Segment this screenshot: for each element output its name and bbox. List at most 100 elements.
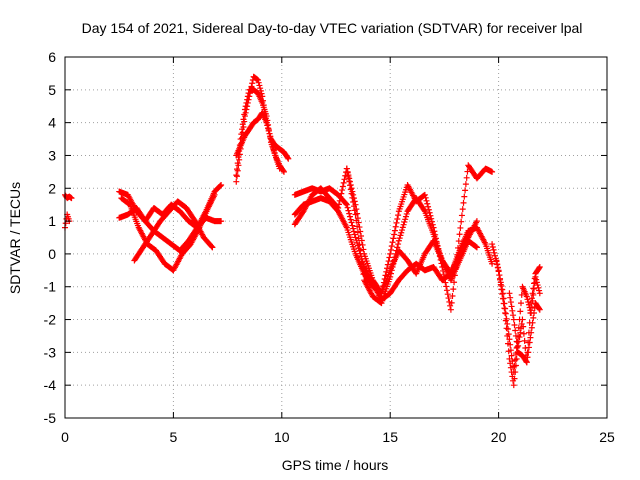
plus-marker bbox=[530, 285, 537, 292]
plus-marker bbox=[441, 275, 448, 282]
plus-marker bbox=[512, 357, 519, 364]
plus-marker bbox=[391, 254, 398, 261]
plus-marker bbox=[394, 216, 401, 223]
y-tick-label: -1 bbox=[44, 279, 57, 295]
plus-marker bbox=[350, 191, 357, 198]
plus-marker bbox=[270, 144, 277, 151]
plus-marker bbox=[270, 146, 277, 153]
plus-marker bbox=[425, 203, 432, 210]
plus-marker bbox=[393, 247, 400, 254]
plus-marker bbox=[451, 279, 458, 286]
plus-marker bbox=[536, 265, 543, 272]
plus-marker bbox=[503, 315, 510, 322]
y-tick-label: 3 bbox=[48, 147, 56, 163]
plus-marker bbox=[527, 309, 534, 316]
plus-marker bbox=[435, 246, 442, 253]
y-tick-labels: -5 -4 -3 -2 -1 0 1 2 3 4 5 6 bbox=[44, 49, 57, 426]
plus-marker bbox=[514, 343, 521, 350]
plus-marker bbox=[444, 291, 451, 298]
plus-marker bbox=[346, 175, 353, 182]
plus-marker bbox=[218, 181, 225, 188]
plus-marker bbox=[218, 218, 225, 225]
plus-marker bbox=[528, 324, 535, 331]
plus-marker bbox=[209, 244, 216, 251]
plus-marker bbox=[450, 286, 457, 293]
plus-marker bbox=[340, 179, 347, 186]
plus-marker bbox=[521, 337, 528, 344]
plus-marker bbox=[280, 167, 287, 174]
plus-marker bbox=[525, 344, 532, 351]
plus-marker bbox=[456, 231, 463, 238]
x-tick-labels: 0 5 10 15 20 25 bbox=[61, 429, 615, 445]
plus-marker bbox=[458, 218, 465, 225]
plus-marker bbox=[387, 250, 394, 257]
plus-marker bbox=[525, 339, 532, 346]
plus-marker bbox=[520, 323, 527, 330]
y-tick-label: 6 bbox=[48, 49, 56, 65]
plus-marker bbox=[445, 295, 452, 302]
plus-marker bbox=[347, 181, 354, 188]
plus-marker bbox=[391, 257, 398, 264]
plus-marker bbox=[335, 204, 342, 211]
plus-marker bbox=[451, 272, 458, 279]
plus-marker bbox=[403, 210, 410, 217]
plus-marker bbox=[387, 247, 394, 254]
plus-marker bbox=[352, 201, 359, 208]
plus-marker bbox=[513, 338, 520, 345]
plus-marker bbox=[344, 168, 351, 175]
plus-marker bbox=[499, 286, 506, 293]
plus-marker bbox=[428, 218, 435, 225]
plus-marker bbox=[385, 258, 392, 265]
plot-frame bbox=[64, 56, 608, 419]
plus-marker bbox=[497, 275, 504, 282]
plus-marker bbox=[276, 165, 283, 172]
plus-marker bbox=[348, 185, 355, 192]
plus-marker bbox=[343, 165, 350, 172]
plus-marker bbox=[387, 273, 394, 280]
plus-marker bbox=[239, 121, 246, 128]
plus-marker bbox=[494, 264, 501, 271]
plus-marker bbox=[509, 307, 516, 314]
plus-marker bbox=[396, 235, 403, 242]
plus-marker bbox=[533, 279, 540, 286]
plus-marker bbox=[346, 213, 353, 220]
plus-marker bbox=[525, 329, 532, 336]
plus-marker bbox=[382, 272, 389, 279]
plus-marker bbox=[345, 207, 352, 214]
plus-marker bbox=[394, 244, 401, 251]
plus-marker bbox=[263, 119, 270, 126]
plus-marker bbox=[426, 209, 433, 216]
plus-marker bbox=[504, 320, 511, 327]
plus-marker bbox=[266, 130, 273, 137]
x-tick-label: 0 bbox=[61, 429, 69, 445]
series-6 bbox=[131, 198, 216, 264]
y-tick-label: 5 bbox=[48, 82, 56, 98]
plus-marker bbox=[233, 166, 240, 173]
plus-marker bbox=[528, 303, 535, 310]
plus-marker bbox=[511, 363, 518, 370]
plus-marker bbox=[386, 254, 393, 261]
plus-marker bbox=[512, 327, 519, 334]
plus-marker bbox=[339, 183, 346, 190]
plus-marker bbox=[536, 305, 543, 312]
plus-marker bbox=[437, 256, 444, 263]
plus-marker bbox=[344, 204, 351, 211]
plus-marker bbox=[390, 260, 397, 267]
plus-marker bbox=[345, 172, 352, 179]
plus-marker bbox=[510, 369, 517, 376]
plus-marker bbox=[497, 279, 504, 286]
plus-marker bbox=[536, 287, 543, 294]
plus-marker bbox=[356, 224, 363, 231]
plus-marker bbox=[254, 76, 261, 83]
x-tick-label: 25 bbox=[599, 429, 615, 445]
plus-marker bbox=[507, 299, 514, 306]
plus-marker bbox=[523, 358, 530, 365]
plus-marker bbox=[233, 172, 240, 179]
x-tick-label: 10 bbox=[274, 429, 290, 445]
plus-marker bbox=[269, 141, 276, 148]
plus-marker bbox=[244, 93, 251, 100]
plus-marker bbox=[504, 326, 511, 333]
plus-marker bbox=[233, 173, 240, 180]
plus-marker bbox=[358, 233, 365, 240]
plus-marker bbox=[335, 201, 342, 208]
